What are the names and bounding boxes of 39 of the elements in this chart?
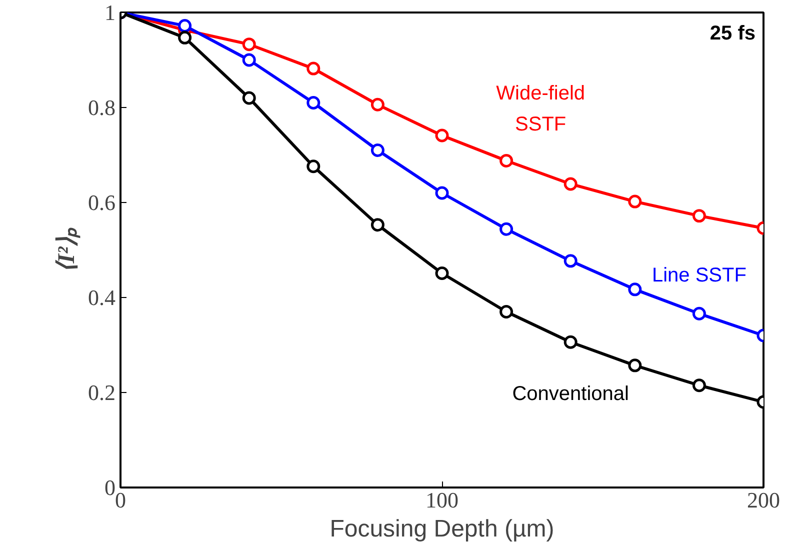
point	[370, 98, 384, 112]
point	[306, 62, 320, 76]
series-label: Wide-field SSTF	[496, 82, 586, 136]
point	[242, 53, 256, 67]
series-label: Line SSTF	[652, 264, 746, 287]
x-axis-title: Focusing Depth (µm)	[330, 516, 554, 542]
point	[242, 38, 256, 52]
point	[692, 306, 706, 320]
point	[564, 254, 578, 268]
y-tick-label: 1	[104, 0, 116, 25]
point	[500, 154, 514, 168]
point	[692, 209, 706, 223]
point	[564, 177, 578, 191]
x-tick-label: 200	[747, 488, 780, 512]
point	[370, 218, 384, 232]
point	[370, 144, 384, 157]
y-tick-label: 0.4	[88, 285, 116, 310]
y-tick-label: 0.2	[88, 380, 116, 405]
x-tick-label: 100	[426, 488, 458, 512]
point	[692, 378, 706, 392]
point	[435, 128, 449, 142]
point	[435, 266, 449, 280]
text: 25 fs	[710, 22, 756, 44]
point	[564, 335, 578, 349]
point	[242, 91, 256, 105]
point	[628, 282, 642, 296]
series-label: Conventional	[512, 383, 629, 406]
point	[435, 186, 449, 200]
y-tick-label: 0.8	[88, 95, 116, 120]
point	[306, 160, 320, 174]
point	[628, 194, 642, 208]
point	[628, 358, 642, 372]
point	[306, 96, 320, 110]
point	[178, 19, 192, 33]
point	[500, 305, 514, 318]
y-tick-label: 0.6	[88, 190, 116, 215]
y-axis-title: ⟨I²⟩ₚ	[54, 226, 81, 272]
point	[500, 222, 514, 236]
point	[178, 30, 192, 44]
